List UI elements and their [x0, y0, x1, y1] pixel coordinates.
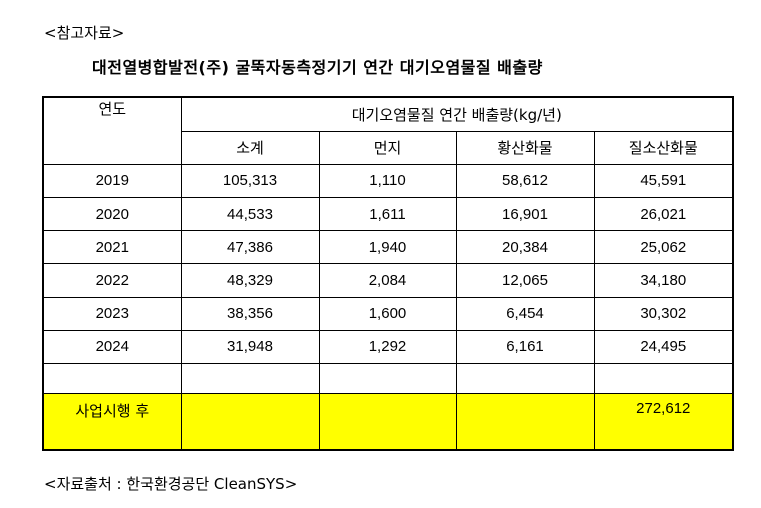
nox-cell: 30,302 — [593, 296, 734, 331]
column-header-nox: 질소산화물 — [593, 130, 734, 165]
after-project-label: 사업시행 후 — [42, 393, 182, 451]
after-sox-cell — [455, 393, 595, 451]
column-header-sox: 황산화물 — [455, 130, 595, 165]
table-row: 2024 31,948 1,292 6,161 24,495 — [42, 329, 734, 365]
dust-cell: 1,611 — [318, 197, 457, 232]
after-nox-cell: 272,612 — [593, 393, 734, 451]
nox-cell: 34,180 — [593, 263, 734, 298]
empty-cell — [455, 362, 595, 395]
document-title: 대전열병합발전(주) 굴뚝자동측정기기 연간 대기오염물질 배출량 — [92, 58, 543, 77]
subtotal-cell: 48,329 — [180, 263, 320, 298]
empty-cell — [180, 362, 320, 395]
year-cell: 2021 — [42, 230, 182, 265]
sox-cell: 58,612 — [455, 163, 595, 199]
year-header: 연도 — [42, 96, 182, 165]
subtotal-cell: 31,948 — [180, 329, 320, 365]
empty-cell — [593, 362, 734, 395]
table-row: 2021 47,386 1,940 20,384 25,062 — [42, 230, 734, 265]
year-cell: 2023 — [42, 296, 182, 331]
sox-cell: 12,065 — [455, 263, 595, 298]
nox-cell: 24,495 — [593, 329, 734, 365]
year-cell: 2019 — [42, 163, 182, 199]
sox-cell: 6,161 — [455, 329, 595, 365]
table-row: 2022 48,329 2,084 12,065 34,180 — [42, 263, 734, 298]
empty-cell — [318, 362, 457, 395]
subtotal-cell: 105,313 — [180, 163, 320, 199]
dust-cell: 1,940 — [318, 230, 457, 265]
empty-row — [42, 362, 734, 395]
sox-cell: 6,454 — [455, 296, 595, 331]
group-header: 대기오염물질 연간 배출량(kg/년) — [180, 96, 734, 132]
dust-cell: 1,600 — [318, 296, 457, 331]
table-row: 2023 38,356 1,600 6,454 30,302 — [42, 296, 734, 331]
column-header-subtotal: 소계 — [180, 130, 320, 165]
year-cell: 2020 — [42, 197, 182, 232]
nox-cell: 25,062 — [593, 230, 734, 265]
emissions-table: 연도 대기오염물질 연간 배출량(kg/년) 소계 먼지 황산화물 질소산화물 … — [42, 96, 735, 451]
column-header-dust: 먼지 — [318, 130, 457, 165]
sox-cell: 16,901 — [455, 197, 595, 232]
nox-cell: 45,591 — [593, 163, 734, 199]
dust-cell: 1,292 — [318, 329, 457, 365]
subtotal-cell: 38,356 — [180, 296, 320, 331]
table-row: 2019 105,313 1,110 58,612 45,591 — [42, 163, 734, 199]
after-dust-cell — [318, 393, 457, 451]
sox-cell: 20,384 — [455, 230, 595, 265]
nox-cell: 26,021 — [593, 197, 734, 232]
dust-cell: 2,084 — [318, 263, 457, 298]
year-cell: 2022 — [42, 263, 182, 298]
subtotal-cell: 44,533 — [180, 197, 320, 232]
after-project-row: 사업시행 후 272,612 — [42, 393, 734, 451]
dust-cell: 1,110 — [318, 163, 457, 199]
subtotal-cell: 47,386 — [180, 230, 320, 265]
source-label: <자료출처 : 한국환경공단 CleanSYS> — [44, 475, 298, 493]
empty-cell — [42, 362, 182, 395]
reference-label: <참고자료> — [44, 24, 125, 42]
after-subtotal-cell — [180, 393, 320, 451]
year-cell: 2024 — [42, 329, 182, 365]
table-row: 2020 44,533 1,611 16,901 26,021 — [42, 197, 734, 232]
